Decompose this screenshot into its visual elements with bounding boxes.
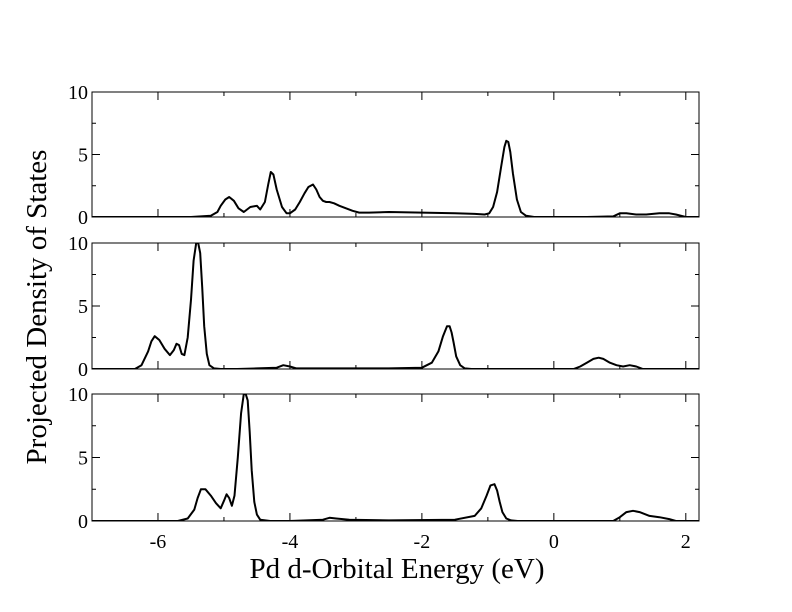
x-axis-label: Pd d-Orbital Energy (eV) <box>249 553 544 585</box>
pdos-curve-top <box>92 139 699 217</box>
y-tick-label: 10 <box>68 233 88 255</box>
x-tick-label: -4 <box>282 531 299 553</box>
y-tick-label: 10 <box>68 82 88 104</box>
x-tick-label: -2 <box>414 531 431 553</box>
x-tick-label: 2 <box>681 531 691 553</box>
panel-frame <box>91 91 700 218</box>
y-tick-label: 10 <box>68 384 88 406</box>
x-tick-label: -6 <box>150 531 167 553</box>
y-tick-label: 0 <box>78 359 88 381</box>
pdos-curve-bottom <box>92 394 699 521</box>
panel-top: 0 5 10 <box>68 82 700 229</box>
panels-group: 0 5 10 0 5 10 0 5 10 -6 -4 -2 0 2 <box>68 82 700 553</box>
panel-frame <box>91 393 700 522</box>
y-tick-label: 5 <box>78 448 88 470</box>
y-tick-label: 0 <box>78 511 88 533</box>
pdos-curve-middle <box>92 243 699 369</box>
y-tick-label: 5 <box>78 145 88 167</box>
x-tick-label: 0 <box>549 531 559 553</box>
y-tick-label: 5 <box>78 296 88 318</box>
panel-frame <box>91 242 700 370</box>
panel-middle: 0 5 10 <box>68 233 700 381</box>
y-tick-label: 0 <box>78 207 88 229</box>
y-axis-label: Projected Density of States <box>21 150 53 465</box>
panel-bottom: 0 5 10 -6 -4 -2 0 2 <box>68 384 700 553</box>
